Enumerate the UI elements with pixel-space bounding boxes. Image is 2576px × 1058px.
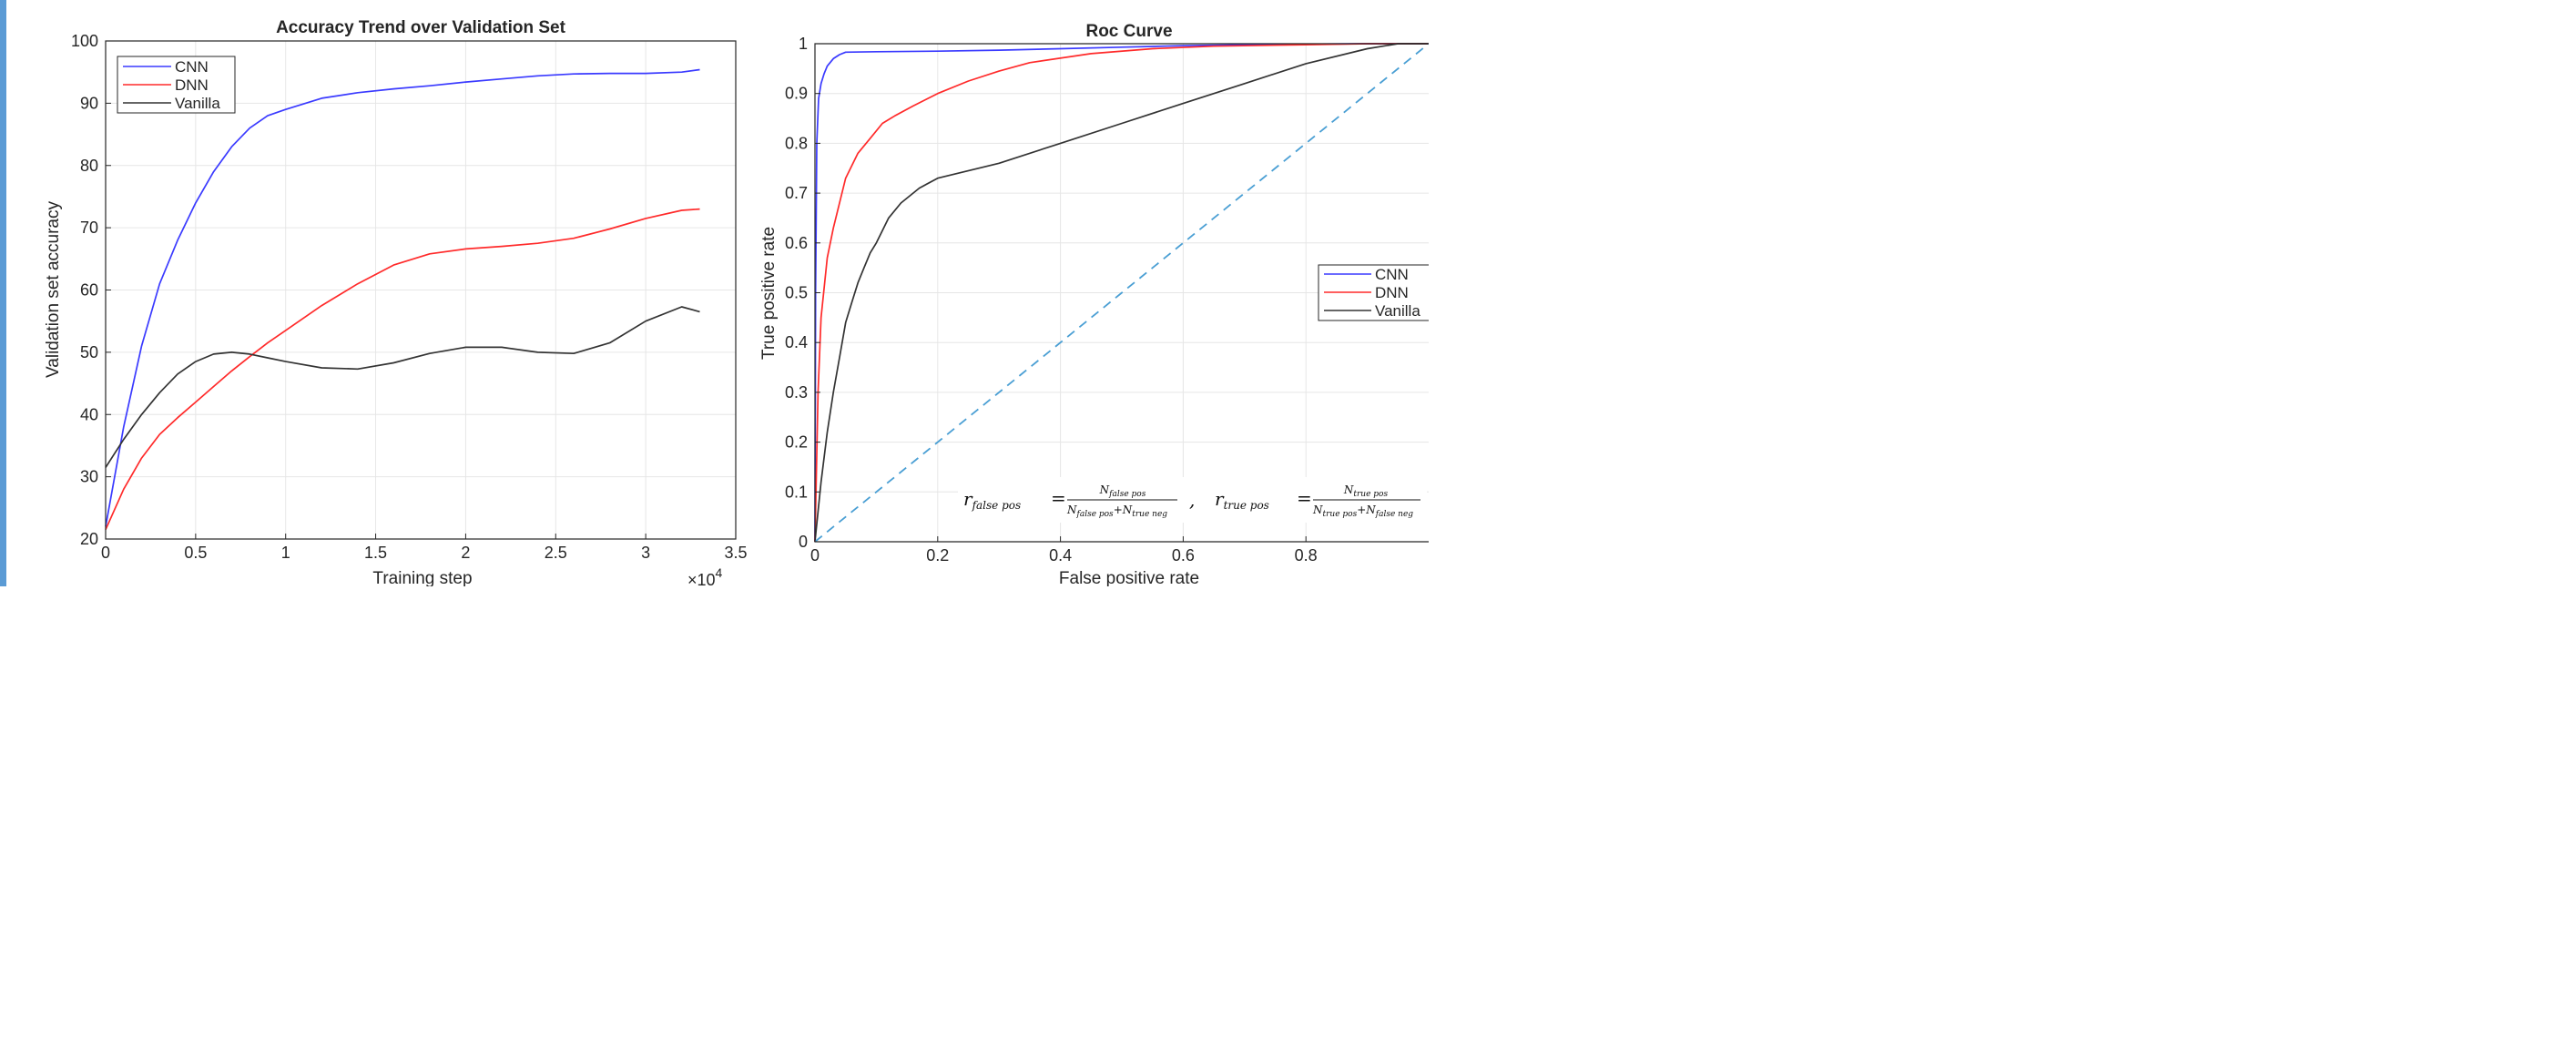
legend-label-dnn: DNN	[175, 76, 209, 94]
x-tick-label: 0.5	[184, 544, 207, 562]
y-tick-label: 0.1	[785, 483, 808, 501]
x-tick-label: 1.5	[364, 544, 387, 562]
roc-ticks: 0 0.2 0.4 0.6 0.8 0 0.1 0.2 0.3 0.4 0.5 0.6 0.7 0.8 0.…	[785, 35, 1318, 565]
roc-chart-title: Roc Curve	[1085, 22, 1172, 41]
y-tick-label: 30	[80, 468, 98, 486]
legend-label-cnn: CNN	[175, 58, 209, 76]
accuracy-ticks: 0 0.5 1 1.5 2 2.5 3 3.5 20 30 40 50 60 70 80 90 100	[71, 32, 748, 562]
y-tick-label: 20	[80, 530, 98, 548]
y-tick-label: 100	[71, 32, 98, 50]
y-tick-label: 0.8	[785, 134, 808, 152]
y-tick-label: 40	[80, 405, 98, 423]
y-tick-label: 60	[80, 281, 98, 300]
accuracy-grid	[106, 41, 736, 539]
accuracy-chart-title: Accuracy Trend over Validation Set	[276, 18, 566, 37]
page-border	[0, 0, 6, 586]
y-tick-label: 0.5	[785, 284, 808, 302]
accuracy-x-axis-label: Training step	[372, 569, 472, 586]
legend-label-vanilla: Vanilla	[175, 95, 220, 112]
y-tick-label: 0	[799, 533, 808, 551]
y-tick-label: 1	[799, 35, 808, 53]
fp-equals: =	[1051, 487, 1066, 509]
diagonal-reference-line	[814, 43, 1430, 543]
accuracy-lines	[105, 68, 700, 531]
x-tick-label: 0.4	[1049, 546, 1072, 565]
series-line-vanilla	[814, 43, 1429, 543]
x-tick-label: 3.5	[724, 544, 747, 562]
fp-denominator: Nfalse pos+Ntrue neg	[1066, 504, 1167, 519]
y-tick-label: 0.3	[785, 383, 808, 402]
roc-y-axis-label: True positive rate	[759, 227, 779, 360]
series-line-vanilla	[105, 306, 700, 468]
y-tick-label: 70	[80, 219, 98, 237]
y-tick-label: 50	[80, 343, 98, 361]
roc-legend-label-dnn: DNN	[1375, 284, 1409, 301]
x-tick-label: 0	[101, 544, 110, 562]
x-multiplier: ×104	[687, 565, 723, 586]
roc-chart: 0 0.2 0.4 0.6 0.8 0 0.1 0.2 0.3 0.4 0.5 0.6 0.7 0.8 0.…	[759, 22, 1438, 588]
tp-denominator: Ntrue pos+Nfalse neg	[1312, 504, 1413, 519]
tp-rate-symbol: rtrue pos	[1215, 488, 1269, 512]
x-multiplier-base: ×10	[687, 571, 716, 586]
x-tick-label: 2.5	[545, 544, 567, 562]
roc-legend: CNN DNN Vanilla	[1318, 264, 1438, 321]
x-tick-label: 3	[641, 544, 650, 562]
series-line-dnn	[105, 208, 700, 531]
y-tick-label: 0.7	[785, 184, 808, 202]
tp-equals: =	[1297, 487, 1312, 509]
series-line-cnn	[814, 43, 1429, 543]
accuracy-legend: CNN DNN Vanilla	[117, 56, 236, 114]
x-tick-label: 0.8	[1295, 546, 1318, 565]
y-tick-label: 90	[80, 94, 98, 112]
y-tick-label: 80	[80, 157, 98, 175]
fp-rate-symbol: rfalse pos	[963, 488, 1021, 512]
y-tick-label: 0.2	[785, 433, 808, 452]
y-tick-label: 0.9	[785, 85, 808, 103]
figure: 0 0.5 1 1.5 2 2.5 3 3.5 20 30 40 50 60 70 80 90 100 Accu…	[0, 0, 1438, 589]
y-tick-label: 0.6	[785, 234, 808, 252]
fp-numerator: Nfalse pos	[1099, 483, 1146, 499]
accuracy-y-axis-label: Validation set accuracy	[44, 201, 63, 378]
series-line-dnn	[814, 43, 1429, 543]
roc-legend-label-vanilla: Vanilla	[1375, 302, 1420, 320]
tp-numerator: Ntrue pos	[1343, 483, 1389, 499]
accuracy-chart: 0 0.5 1 1.5 2 2.5 3 3.5 20 30 40 50 60 70 80 90 100 Accu…	[44, 18, 748, 589]
x-tick-label: 1	[281, 544, 290, 562]
y-tick-label: 0.4	[785, 333, 808, 351]
x-multiplier-exponent: 4	[716, 565, 723, 580]
formula-separator: ,	[1189, 489, 1195, 511]
roc-x-axis-label: False positive rate	[1059, 569, 1199, 586]
x-tick-label: 0	[810, 546, 820, 565]
rate-formula-annotation: rfalse pos = Nfalse pos Nfalse pos+Ntrue…	[958, 477, 1427, 523]
series-line-cnn	[105, 68, 700, 527]
roc-lines	[814, 43, 1430, 543]
x-tick-label: 0.2	[926, 546, 949, 565]
x-tick-label: 2	[461, 544, 470, 562]
x-tick-label: 0.6	[1172, 546, 1195, 565]
roc-legend-label-cnn: CNN	[1375, 266, 1409, 283]
